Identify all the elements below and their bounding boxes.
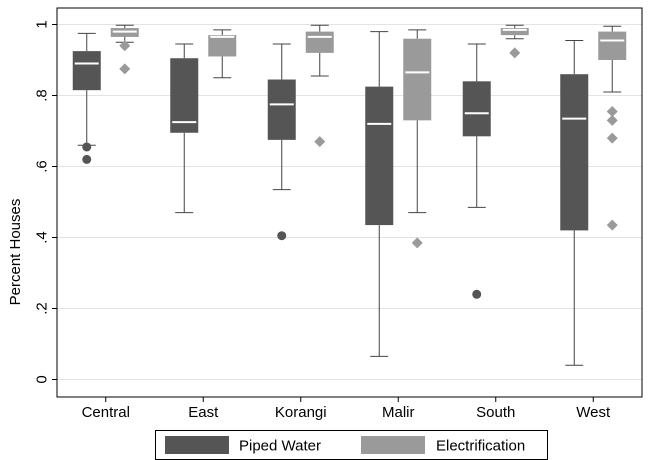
legend: Piped Water Electrification: [155, 430, 548, 460]
box-electrification-korangi: [305, 24, 334, 148]
grid-lines: [57, 24, 642, 380]
plot-frame: [56, 7, 643, 398]
box-body: [500, 28, 529, 36]
plot-marks: [72, 24, 627, 366]
box-body: [208, 35, 237, 57]
box-electrification-west: [598, 25, 627, 231]
box-piped-water-west: [560, 39, 589, 366]
outlier-point: [277, 231, 287, 241]
outlier-point: [606, 132, 618, 144]
box-body: [560, 74, 589, 231]
outlier-point: [606, 105, 618, 117]
x-axis: Central East Korangi Malir South West: [82, 397, 611, 421]
box-piped-water-south: [462, 43, 491, 299]
x-tick-label: Korangi: [275, 404, 327, 421]
box-body: [403, 38, 432, 121]
box-piped-water-malir: [365, 31, 394, 357]
y-tick-label: 0: [34, 375, 51, 383]
box-electrification-east: [208, 29, 237, 79]
box-body: [365, 86, 394, 226]
box-piped-water-central: [72, 32, 101, 164]
y-tick-label: 1: [34, 20, 51, 28]
y-axis: 0 .2 .4 .6 .8 1: [34, 20, 57, 384]
x-tick-label: West: [576, 404, 611, 421]
box-electrification-malir: [403, 29, 432, 249]
outlier-point: [119, 63, 131, 75]
x-tick-label: South: [476, 404, 515, 421]
y-tick-label: .4: [34, 231, 51, 244]
box-body: [462, 81, 491, 137]
outlier-point: [119, 40, 131, 52]
y-tick-label: .6: [34, 160, 51, 173]
x-tick-label: Central: [82, 404, 130, 421]
outlier-point: [606, 219, 618, 231]
outlier-point: [314, 136, 326, 148]
box-electrification-south: [500, 24, 529, 59]
box-body: [170, 58, 199, 133]
box-body: [72, 51, 101, 91]
box-body: [598, 31, 627, 60]
box-piped-water-east: [170, 43, 199, 214]
x-tick-label: East: [188, 404, 219, 421]
outlier-point: [411, 237, 423, 249]
y-axis-label: Percent Houses: [7, 199, 24, 306]
y-tick-label: .8: [34, 89, 51, 102]
x-tick-label: Malir: [382, 404, 415, 421]
outlier-point: [509, 47, 521, 59]
box-piped-water-korangi: [267, 43, 296, 241]
box-body: [267, 79, 296, 140]
y-tick-label: .2: [34, 302, 51, 315]
legend-label: Electrification: [436, 438, 525, 455]
legend-swatch-piped-water: [165, 436, 229, 454]
outlier-point: [82, 154, 92, 164]
outlier-point: [606, 114, 618, 126]
box-electrification-central: [110, 24, 139, 75]
outlier-point: [82, 142, 92, 152]
box-body: [305, 31, 334, 53]
outlier-point: [472, 289, 482, 299]
legend-swatch-electrification: [361, 436, 425, 454]
legend-label: Piped Water: [239, 438, 321, 455]
